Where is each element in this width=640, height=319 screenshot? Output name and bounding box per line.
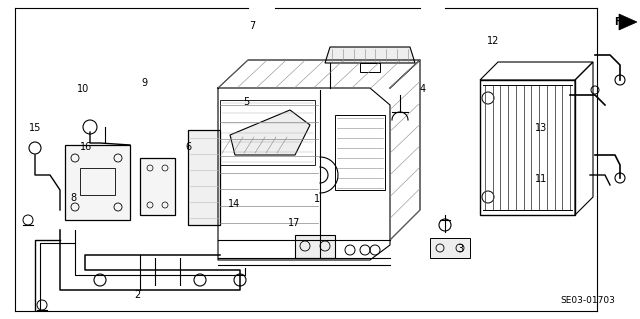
Text: 3: 3 xyxy=(458,244,464,254)
Text: 11: 11 xyxy=(534,174,547,184)
Text: 4: 4 xyxy=(419,84,426,94)
Text: 13: 13 xyxy=(534,122,547,133)
Text: 7: 7 xyxy=(250,20,256,31)
Polygon shape xyxy=(65,145,130,220)
Polygon shape xyxy=(230,110,310,155)
Polygon shape xyxy=(325,47,415,63)
Text: 1: 1 xyxy=(314,194,320,204)
Text: 16: 16 xyxy=(80,142,93,152)
Text: 5: 5 xyxy=(243,97,250,107)
Polygon shape xyxy=(619,14,637,30)
Text: FR.: FR. xyxy=(614,17,632,27)
Polygon shape xyxy=(430,238,470,258)
Text: 12: 12 xyxy=(486,36,499,47)
Text: 10: 10 xyxy=(77,84,90,94)
Polygon shape xyxy=(295,235,335,258)
Text: 14: 14 xyxy=(227,199,240,209)
Text: 8: 8 xyxy=(70,193,77,203)
Text: SE03-01703: SE03-01703 xyxy=(560,296,615,305)
Text: 17: 17 xyxy=(288,218,301,228)
Text: 2: 2 xyxy=(134,290,141,300)
Text: 9: 9 xyxy=(141,78,147,88)
Polygon shape xyxy=(188,130,220,225)
Text: 15: 15 xyxy=(29,122,42,133)
Text: 6: 6 xyxy=(186,142,192,152)
Polygon shape xyxy=(140,158,175,215)
